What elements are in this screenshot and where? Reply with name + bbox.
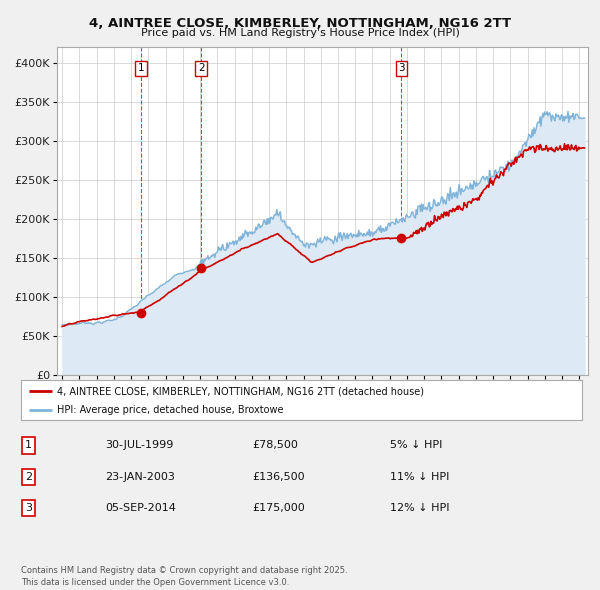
Text: £78,500: £78,500 [252,441,298,450]
Text: 12% ↓ HPI: 12% ↓ HPI [390,503,449,513]
Text: 4, AINTREE CLOSE, KIMBERLEY, NOTTINGHAM, NG16 2TT: 4, AINTREE CLOSE, KIMBERLEY, NOTTINGHAM,… [89,17,511,30]
Text: 23-JAN-2003: 23-JAN-2003 [105,472,175,481]
Text: 2: 2 [198,64,205,74]
Text: 4, AINTREE CLOSE, KIMBERLEY, NOTTINGHAM, NG16 2TT (detached house): 4, AINTREE CLOSE, KIMBERLEY, NOTTINGHAM,… [58,386,424,396]
Text: Contains HM Land Registry data © Crown copyright and database right 2025.
This d: Contains HM Land Registry data © Crown c… [21,566,347,587]
Text: Price paid vs. HM Land Registry's House Price Index (HPI): Price paid vs. HM Land Registry's House … [140,28,460,38]
Text: 5% ↓ HPI: 5% ↓ HPI [390,441,442,450]
Text: 3: 3 [25,503,32,513]
Text: 3: 3 [398,64,405,74]
Text: 1: 1 [138,64,145,74]
Text: HPI: Average price, detached house, Broxtowe: HPI: Average price, detached house, Brox… [58,405,284,415]
Text: 1: 1 [25,441,32,450]
Text: 30-JUL-1999: 30-JUL-1999 [105,441,173,450]
Text: £136,500: £136,500 [252,472,305,481]
Text: 11% ↓ HPI: 11% ↓ HPI [390,472,449,481]
Text: £175,000: £175,000 [252,503,305,513]
Text: 05-SEP-2014: 05-SEP-2014 [105,503,176,513]
Text: 2: 2 [25,472,32,481]
